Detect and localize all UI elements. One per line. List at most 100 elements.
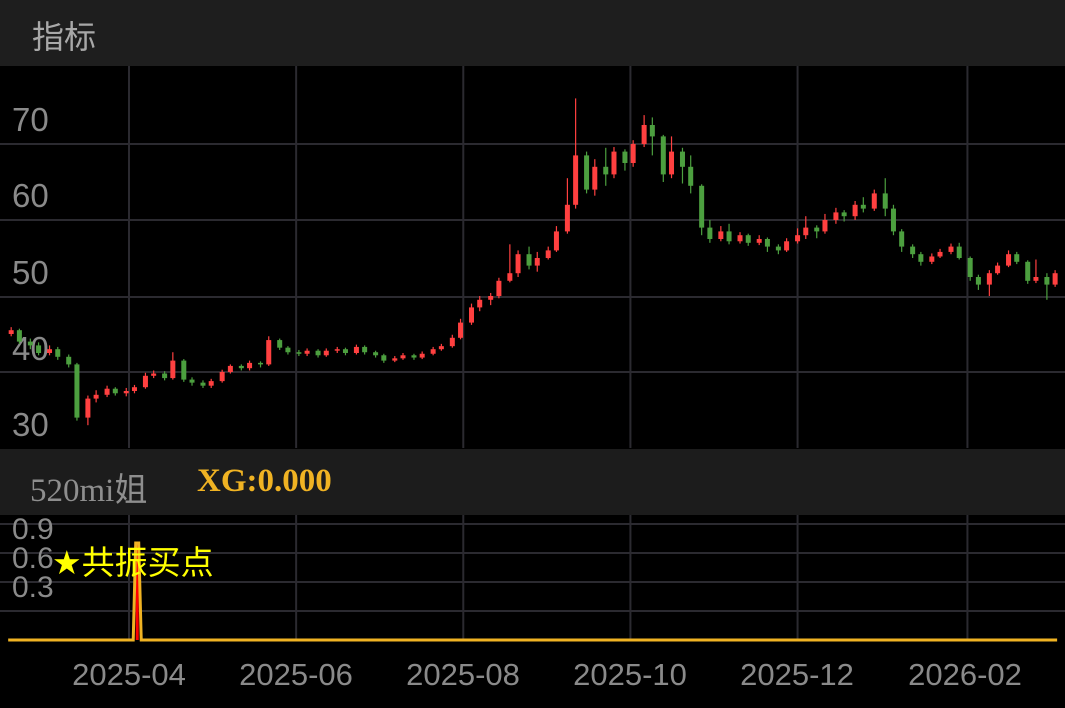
candle-body (400, 355, 406, 359)
candle (1044, 273, 1050, 300)
candle (515, 250, 521, 277)
candle-body (890, 208, 896, 232)
candle (285, 346, 291, 355)
candle-body (975, 277, 981, 285)
candle (1014, 251, 1020, 265)
candle-body (937, 251, 943, 257)
candle-body (277, 340, 283, 348)
indicator-y-tick-label: 0.3 (12, 571, 54, 604)
candle-body (1025, 261, 1031, 281)
candle (104, 385, 110, 398)
candle-body (85, 398, 91, 418)
candle (1006, 250, 1012, 268)
candle-body (430, 349, 436, 354)
candle (707, 220, 713, 243)
candle (534, 251, 540, 272)
candle (545, 246, 551, 260)
candle (995, 262, 1001, 275)
candle-body (342, 349, 348, 353)
candle-body (679, 151, 685, 167)
candle-body (1044, 277, 1050, 285)
candle (986, 270, 992, 296)
candle (123, 387, 129, 397)
candle (718, 226, 724, 242)
candle-body (55, 349, 61, 357)
candle (756, 235, 762, 246)
candle (373, 350, 379, 358)
candle-body (477, 299, 483, 308)
candle-body (699, 185, 705, 228)
candle-body (189, 379, 195, 383)
candle-body (641, 125, 647, 144)
candle-body (162, 373, 168, 379)
candle-body (841, 212, 847, 217)
indicator-value: XG:0.000 (197, 463, 332, 499)
candle (170, 352, 176, 380)
candle (449, 334, 455, 348)
candle (860, 197, 866, 213)
candle-body (707, 227, 713, 239)
candle (833, 207, 839, 224)
candle (419, 351, 425, 360)
candle (47, 345, 53, 356)
candle-body (27, 341, 33, 346)
indicator-name[interactable]: 520mi姐 (30, 473, 148, 509)
candle-body (814, 227, 820, 232)
candle (392, 356, 398, 363)
candle (430, 346, 436, 356)
x-tick-label: 2025-12 (740, 657, 854, 692)
candle (937, 248, 943, 258)
y-tick-label: 60 (12, 177, 49, 214)
candle (553, 226, 559, 252)
candle-body (8, 330, 14, 334)
candle (814, 225, 820, 239)
candle-body (929, 256, 935, 262)
candle (1033, 259, 1039, 284)
x-tick-label: 2025-10 (573, 657, 687, 692)
y-tick-label: 30 (12, 406, 49, 443)
candle-body (1006, 254, 1012, 266)
candle-body (449, 337, 455, 347)
candle (16, 328, 22, 344)
candle-body (956, 246, 962, 258)
candle-body (362, 346, 368, 353)
candle (573, 98, 579, 209)
candle-body (986, 273, 992, 285)
candle-body (803, 227, 809, 236)
candle-body (726, 231, 732, 242)
candle (142, 372, 148, 389)
candle (469, 303, 474, 325)
candle-body (910, 246, 916, 255)
page-title: 指标 (32, 18, 97, 56)
candle (400, 353, 406, 360)
candle-body (918, 254, 924, 262)
candle-body (745, 235, 751, 243)
candle (342, 347, 348, 356)
candle-body (112, 388, 118, 394)
candle-body (16, 330, 22, 342)
xg-indicator-line (8, 541, 1058, 642)
x-tick-label: 2025-04 (72, 657, 186, 692)
candle-body (795, 235, 801, 242)
candle (630, 140, 636, 167)
candle-body (871, 193, 877, 209)
candle (66, 354, 72, 368)
candle-body (1052, 273, 1058, 285)
candle (323, 348, 329, 357)
candle-body (131, 387, 137, 391)
candle (381, 353, 387, 363)
candle (679, 147, 685, 184)
candle-body (47, 349, 53, 353)
candle-body (104, 388, 110, 395)
candle (899, 229, 905, 252)
candle-body (496, 280, 502, 296)
candle (564, 178, 570, 234)
candle-body (181, 360, 187, 380)
candle (162, 371, 168, 381)
candle (334, 346, 340, 353)
candle-body (526, 254, 532, 266)
candle (929, 253, 935, 265)
candle-body (151, 373, 157, 376)
candle (477, 296, 483, 312)
